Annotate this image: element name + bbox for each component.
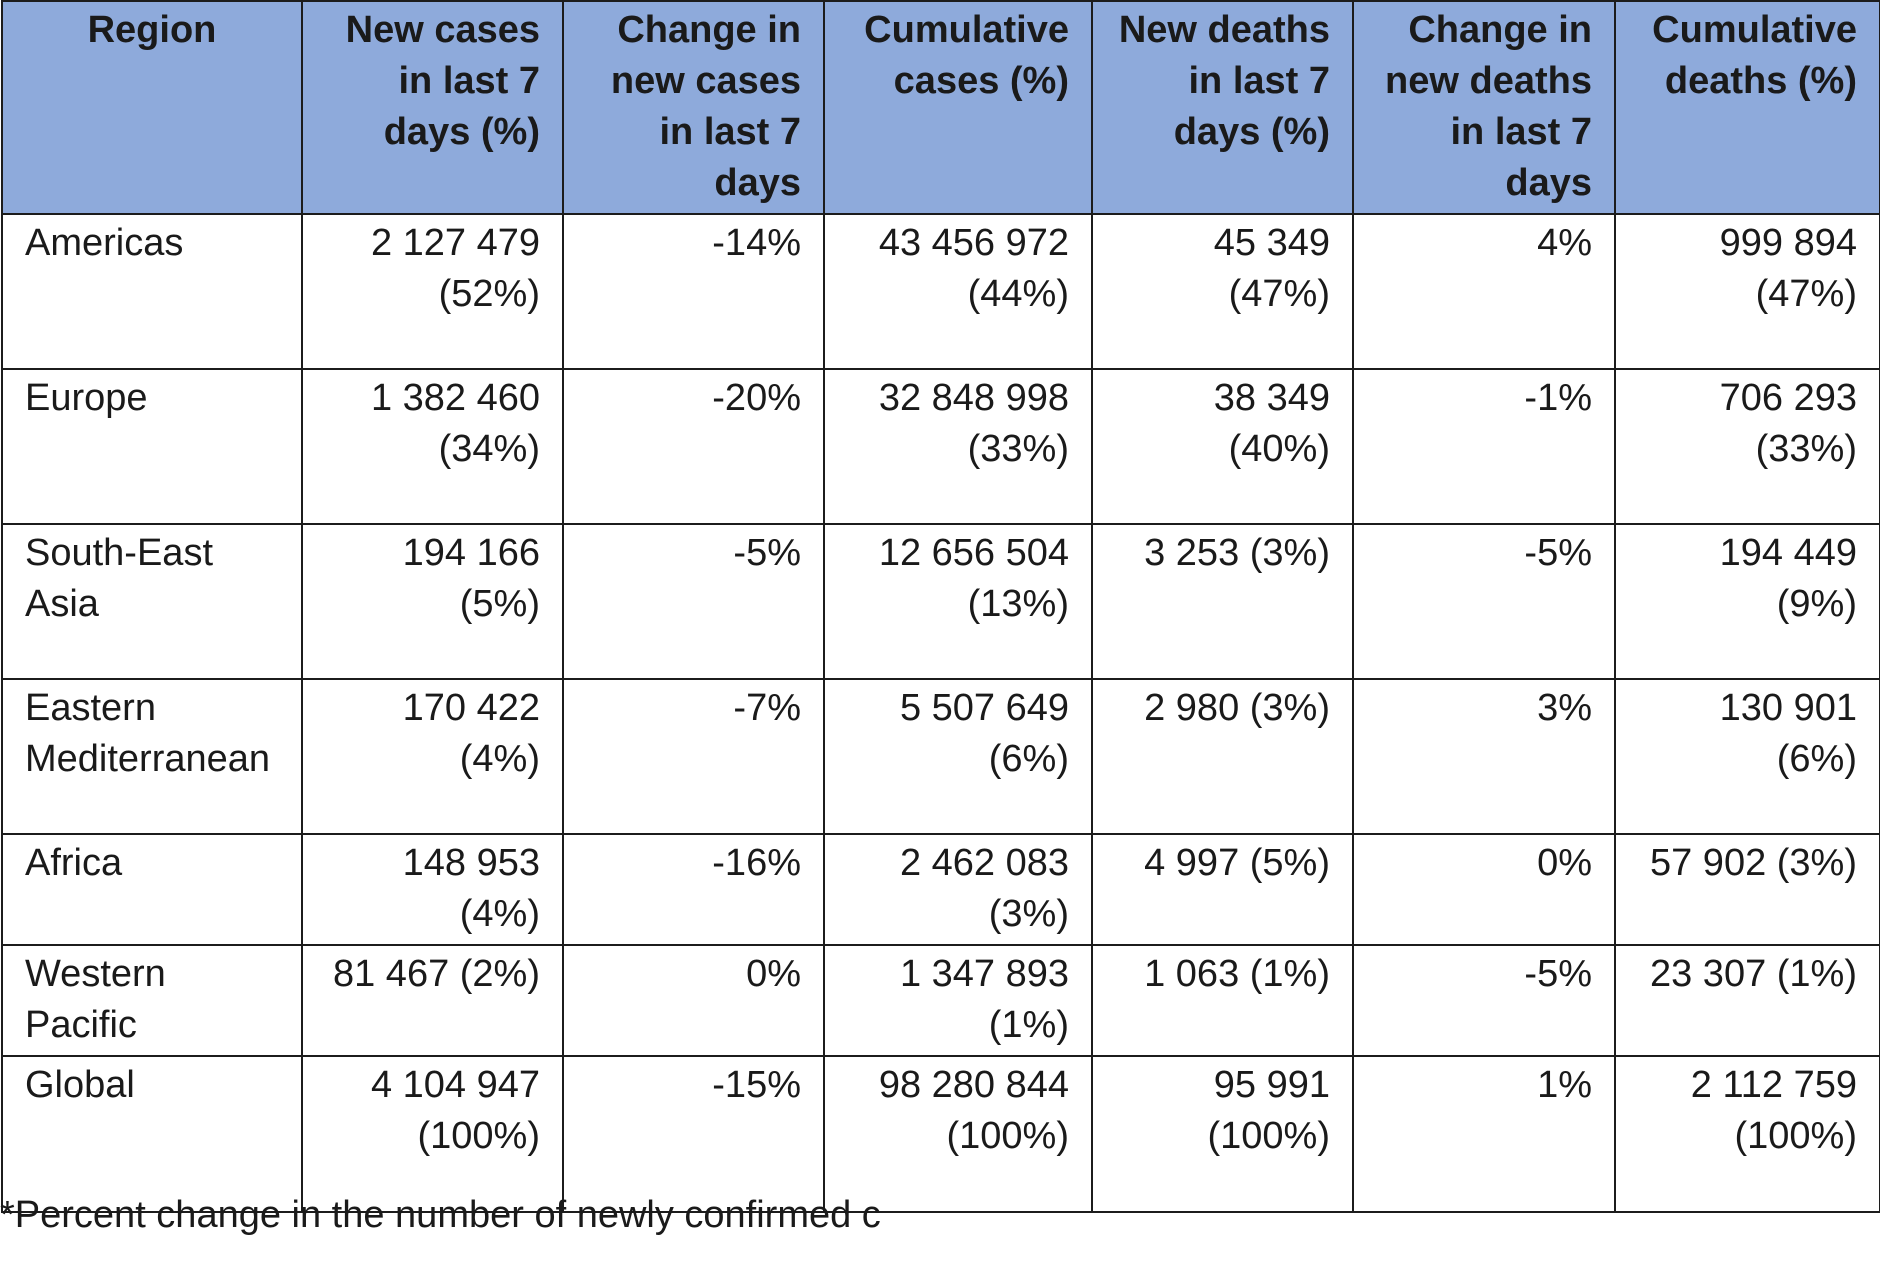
change-new-cases-cell: -15% xyxy=(562,1055,825,1213)
change-new-deaths-cell: 3% xyxy=(1352,678,1616,835)
change-new-cases-cell: -14% xyxy=(562,213,825,370)
cumulative-deaths-cell: 999 894 (47%) xyxy=(1614,213,1880,370)
header-cumulative-deaths: Cumulative deaths (%) xyxy=(1614,0,1880,215)
table-header: Region New cases in last 7 days (%) Chan… xyxy=(1,0,1880,215)
table-row: Eastern Mediterranean 170 422 (4%) -7% 5… xyxy=(1,678,1880,835)
change-new-cases-cell: -5% xyxy=(562,523,825,680)
table-row: Western Pacific 81 467 (2%) 0% 1 347 893… xyxy=(1,944,1880,1057)
new-cases-cell: 170 422 (4%) xyxy=(301,678,564,835)
new-cases-cell: 4 104 947 (100%) xyxy=(301,1055,564,1213)
change-new-deaths-cell: 4% xyxy=(1352,213,1616,370)
header-cumulative-cases: Cumulative cases (%) xyxy=(823,0,1093,215)
new-cases-cell: 148 953 (4%) xyxy=(301,833,564,946)
region-cell: Europe xyxy=(1,368,303,525)
region-cell: Western Pacific xyxy=(1,944,303,1057)
table-row: Africa 148 953 (4%) -16% 2 462 083 (3%) … xyxy=(1,833,1880,946)
region-cell: Americas xyxy=(1,213,303,370)
cumulative-cases-cell: 12 656 504 (13%) xyxy=(823,523,1093,680)
change-new-deaths-cell: -5% xyxy=(1352,523,1616,680)
table-body: Americas 2 127 479 (52%) -14% 43 456 972… xyxy=(1,213,1880,1213)
cumulative-cases-cell: 32 848 998 (33%) xyxy=(823,368,1093,525)
cumulative-cases-cell: 5 507 649 (6%) xyxy=(823,678,1093,835)
header-region: Region xyxy=(1,0,303,215)
new-cases-cell: 2 127 479 (52%) xyxy=(301,213,564,370)
cumulative-cases-cell: 43 456 972 (44%) xyxy=(823,213,1093,370)
region-cell: Global xyxy=(1,1055,303,1213)
change-new-deaths-cell: 0% xyxy=(1352,833,1616,946)
new-cases-cell: 194 166 (5%) xyxy=(301,523,564,680)
change-new-cases-cell: -20% xyxy=(562,368,825,525)
new-deaths-cell: 38 349 (40%) xyxy=(1091,368,1354,525)
change-new-deaths-cell: -5% xyxy=(1352,944,1616,1057)
table-row: Europe 1 382 460 (34%) -20% 32 848 998 (… xyxy=(1,368,1880,525)
table-row: Americas 2 127 479 (52%) -14% 43 456 972… xyxy=(1,213,1880,370)
region-cell: Africa xyxy=(1,833,303,946)
region-summary-table: Region New cases in last 7 days (%) Chan… xyxy=(1,0,1880,1213)
change-new-deaths-cell: 1% xyxy=(1352,1055,1616,1213)
cumulative-cases-cell: 98 280 844 (100%) xyxy=(823,1055,1093,1213)
footnote: *Percent change in the number of newly c… xyxy=(0,1194,881,1236)
cumulative-cases-cell: 2 462 083 (3%) xyxy=(823,833,1093,946)
new-deaths-cell: 4 997 (5%) xyxy=(1091,833,1354,946)
new-deaths-cell: 95 991 (100%) xyxy=(1091,1055,1354,1213)
new-deaths-cell: 3 253 (3%) xyxy=(1091,523,1354,680)
new-deaths-cell: 45 349 (47%) xyxy=(1091,213,1354,370)
new-deaths-cell: 2 980 (3%) xyxy=(1091,678,1354,835)
cumulative-deaths-cell: 23 307 (1%) xyxy=(1614,944,1880,1057)
change-new-deaths-cell: -1% xyxy=(1352,368,1616,525)
change-new-cases-cell: 0% xyxy=(562,944,825,1057)
table-row: South-East Asia 194 166 (5%) -5% 12 656 … xyxy=(1,523,1880,680)
cumulative-deaths-cell: 2 112 759 (100%) xyxy=(1614,1055,1880,1213)
change-new-cases-cell: -16% xyxy=(562,833,825,946)
region-cell: Eastern Mediterranean xyxy=(1,678,303,835)
header-new-deaths: New deaths in last 7 days (%) xyxy=(1091,0,1354,215)
cumulative-deaths-cell: 57 902 (3%) xyxy=(1614,833,1880,946)
cumulative-deaths-cell: 706 293 (33%) xyxy=(1614,368,1880,525)
change-new-cases-cell: -7% xyxy=(562,678,825,835)
region-summary-table-container: Region New cases in last 7 days (%) Chan… xyxy=(1,0,1880,1213)
header-change-new-cases: Change in new cases in last 7 days xyxy=(562,0,825,215)
header-change-new-deaths: Change in new deaths in last 7 days xyxy=(1352,0,1616,215)
cumulative-deaths-cell: 194 449 (9%) xyxy=(1614,523,1880,680)
header-new-cases: New cases in last 7 days (%) xyxy=(301,0,564,215)
region-cell: South-East Asia xyxy=(1,523,303,680)
new-cases-cell: 81 467 (2%) xyxy=(301,944,564,1057)
table-row-global-total: Global 4 104 947 (100%) -15% 98 280 844 … xyxy=(1,1055,1880,1213)
header-row: Region New cases in last 7 days (%) Chan… xyxy=(1,0,1880,215)
new-deaths-cell: 1 063 (1%) xyxy=(1091,944,1354,1057)
cumulative-deaths-cell: 130 901 (6%) xyxy=(1614,678,1880,835)
new-cases-cell: 1 382 460 (34%) xyxy=(301,368,564,525)
cumulative-cases-cell: 1 347 893 (1%) xyxy=(823,944,1093,1057)
